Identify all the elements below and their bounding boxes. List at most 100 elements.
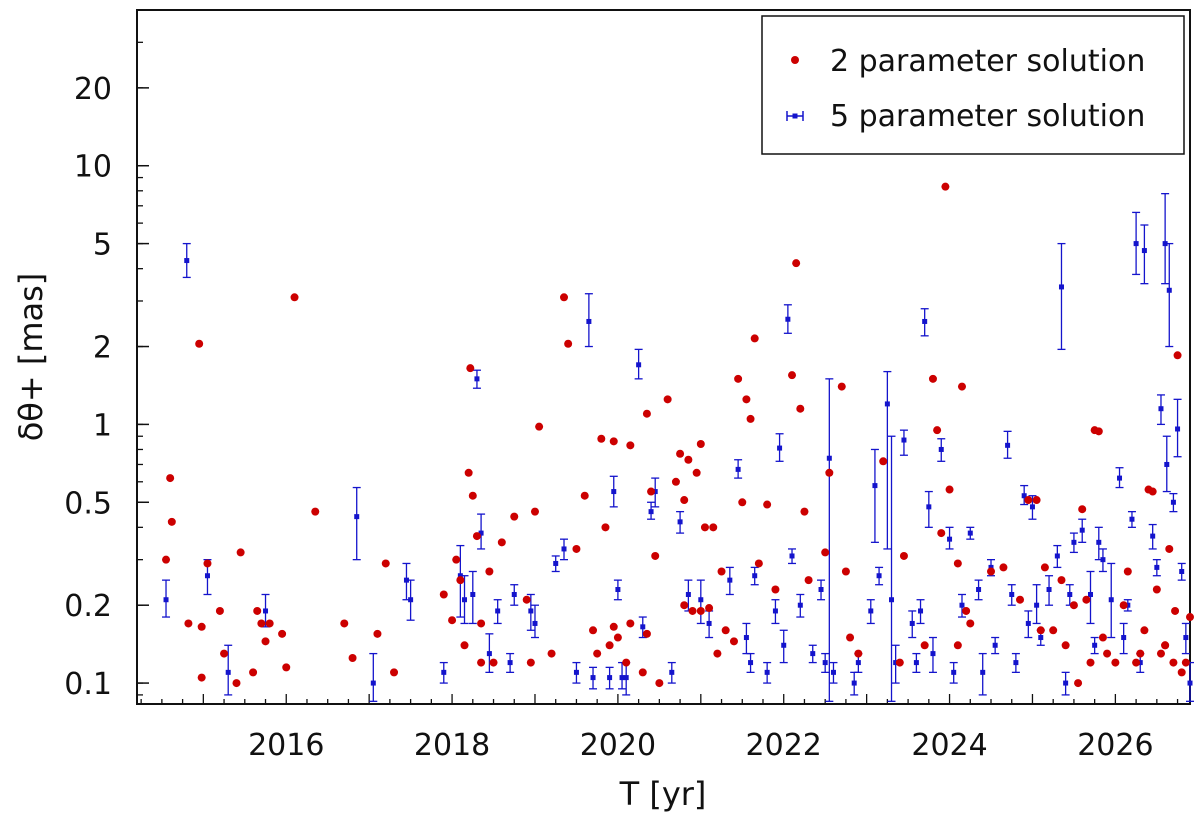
point-5-param: [1148, 523, 1157, 550]
point-5-param: [1078, 518, 1087, 543]
point-2-param: [1057, 576, 1066, 585]
point-5-param: [1156, 394, 1165, 426]
point-marker: [669, 669, 675, 675]
point-marker: [926, 504, 932, 510]
point-marker: [1117, 475, 1123, 481]
x-tick-label: 2022: [746, 728, 822, 763]
point-marker: [532, 620, 538, 626]
point-5-param: [808, 644, 817, 664]
point-5-param: [912, 652, 921, 674]
point-5-param: [369, 652, 378, 702]
point-marker: [225, 669, 231, 675]
point-5-param: [883, 370, 892, 550]
point-2-param: [278, 629, 287, 638]
point-2-param: [530, 507, 539, 516]
point-2-param: [1040, 563, 1049, 572]
point-2-param: [613, 633, 622, 642]
point-5-param: [991, 636, 1000, 655]
point-2-param: [203, 559, 212, 568]
point-marker: [495, 608, 501, 614]
point-marker: [988, 564, 994, 570]
point-5-param: [406, 579, 415, 621]
point-marker: [1175, 426, 1181, 432]
point-2-param: [895, 658, 904, 667]
point-marker: [640, 624, 646, 630]
point-marker: [930, 651, 936, 657]
point-marker: [1183, 635, 1189, 641]
point-marker: [441, 669, 447, 675]
point-marker: [893, 660, 899, 666]
point-5-param: [705, 610, 714, 639]
y-tick-label: 0.1: [64, 667, 112, 702]
point-marker: [706, 620, 712, 626]
point-marker: [478, 530, 484, 536]
point-5-param: [1024, 610, 1033, 639]
point-2-param: [729, 637, 738, 646]
point-marker: [1100, 557, 1106, 563]
point-5-param: [817, 579, 826, 601]
point-5-param: [460, 575, 469, 625]
point-2-param: [236, 548, 245, 557]
y-tick-label: 0.2: [64, 589, 112, 624]
point-marker: [1141, 248, 1147, 254]
point-2-param: [510, 512, 519, 521]
point-5-param: [1007, 584, 1016, 606]
point-5-param: [584, 293, 593, 348]
y-tick-label: 2: [93, 331, 112, 366]
point-5-param: [1152, 559, 1161, 577]
y-axis-label: δθ+ [mas]: [12, 273, 50, 442]
point-2-param: [688, 606, 697, 615]
point-2-param: [680, 601, 689, 610]
point-2-param: [1069, 601, 1078, 610]
point-2-param: [642, 409, 651, 418]
point-5-param: [1086, 570, 1095, 625]
point-2-param: [1169, 658, 1178, 667]
point-2-param: [676, 449, 685, 458]
point-marker: [586, 318, 592, 324]
point-marker: [781, 642, 787, 648]
point-2-param: [647, 487, 656, 496]
point-2-param: [953, 559, 962, 568]
point-5-param: [696, 579, 705, 625]
point-marker: [1179, 568, 1185, 574]
point-2-param: [232, 679, 241, 688]
point-marker: [855, 660, 861, 666]
point-2-param: [167, 517, 176, 526]
point-marker: [511, 591, 517, 597]
point-2-param: [253, 606, 262, 615]
point-5-param: [472, 369, 481, 389]
point-5-param: [974, 579, 983, 601]
point-2-param: [466, 364, 475, 373]
point-marker: [1133, 241, 1139, 247]
point-marker: [1166, 287, 1172, 293]
point-5-param: [1119, 622, 1128, 655]
point-5-param: [510, 584, 519, 606]
point-marker: [370, 680, 376, 686]
point-5-param: [182, 242, 191, 279]
point-5-param: [485, 633, 494, 674]
point-5-param: [788, 548, 797, 565]
point-5-param: [551, 555, 560, 573]
point-2-param: [804, 576, 813, 585]
point-2-param: [547, 649, 556, 658]
point-5-param: [734, 459, 743, 479]
point-2-param: [763, 500, 772, 509]
point-2-param: [560, 293, 569, 302]
point-2-param: [696, 606, 705, 615]
point-2-param: [197, 673, 206, 682]
x-axis: 2016 2018 2020 2022 2024 2026: [140, 694, 1179, 763]
point-5-param: [937, 438, 946, 462]
point-5-param: [1032, 584, 1041, 625]
point-5-param: [928, 636, 937, 674]
point-2-param: [1061, 641, 1070, 650]
point-2-param: [348, 654, 357, 663]
point-2-param: [526, 658, 535, 667]
point-5-param: [1053, 544, 1062, 569]
x-axis-label: T [yr]: [619, 775, 707, 813]
point-2-param: [1173, 351, 1182, 360]
point-2-param: [721, 626, 730, 635]
point-5-param: [887, 435, 896, 702]
point-marker: [507, 660, 513, 666]
point-2-param: [717, 567, 726, 576]
